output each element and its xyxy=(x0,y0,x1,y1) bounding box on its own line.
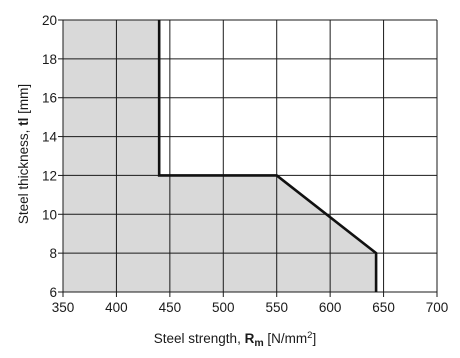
x-tick-labels: 350 400 450 500 550 600 650 700 xyxy=(52,300,449,315)
y-tick-label-20: 20 xyxy=(42,13,57,28)
y-tick-label-10: 10 xyxy=(42,207,57,222)
x-axis-label: Steel strength, Rm [N/mm2] xyxy=(154,330,316,349)
x-tick-label-500: 500 xyxy=(212,300,235,315)
y-axis-label: Steel thickness, tl [mm] xyxy=(16,84,31,224)
x-tick-label-400: 400 xyxy=(105,300,128,315)
x-tick-label-700: 700 xyxy=(426,300,449,315)
y-tick-labels: 6 8 10 12 14 16 18 20 xyxy=(42,13,58,300)
y-tick-label-8: 8 xyxy=(49,246,57,261)
x-tick-label-450: 450 xyxy=(159,300,182,315)
x-tick-label-350: 350 xyxy=(52,300,75,315)
region-polygon xyxy=(63,20,377,292)
x-tick-label-600: 600 xyxy=(319,300,342,315)
x-tick-label-650: 650 xyxy=(372,300,395,315)
y-tick-label-6: 6 xyxy=(49,285,57,300)
y-tick-label-16: 16 xyxy=(42,91,57,106)
x-tick-label-550: 550 xyxy=(265,300,288,315)
limit-curve xyxy=(157,20,378,292)
limit-curve-line xyxy=(157,20,378,292)
acceptable-region-fill xyxy=(63,20,377,292)
y-tick-label-18: 18 xyxy=(42,52,57,67)
y-tick-label-12: 12 xyxy=(42,168,57,183)
grid xyxy=(58,19,438,297)
y-tick-label-14: 14 xyxy=(42,130,58,145)
